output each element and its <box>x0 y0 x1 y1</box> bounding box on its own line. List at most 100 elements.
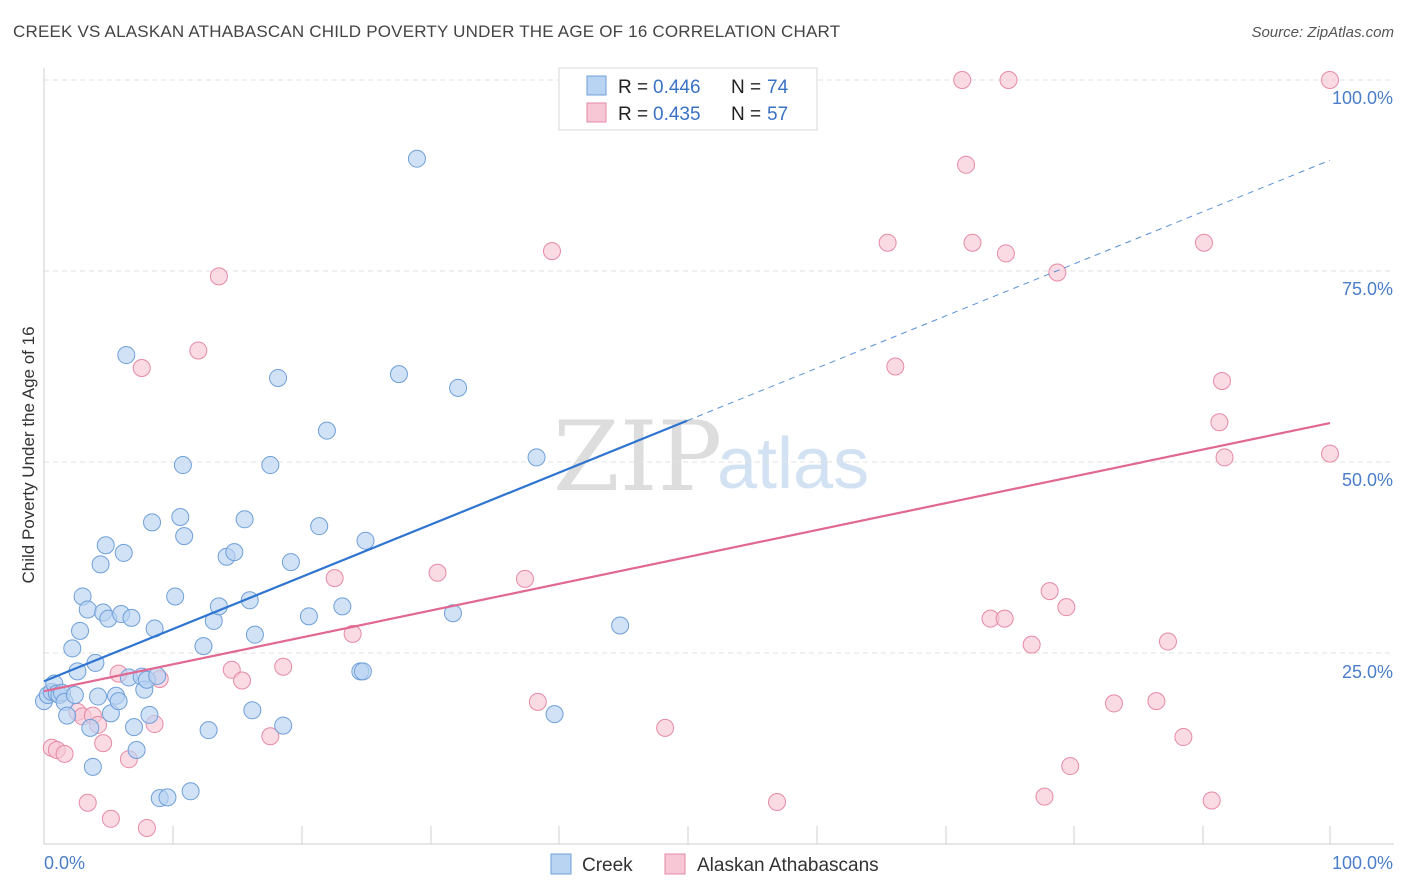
point-creek-70 <box>443 604 462 623</box>
legend-n-label-alaskan: N = <box>731 104 761 125</box>
point-alaskan-25 <box>515 569 534 588</box>
point-alaskan-55 <box>1321 444 1339 463</box>
source-credit: Source: ZipAtlas.com <box>1251 24 1394 41</box>
trend-line-alaskan <box>43 421 1331 693</box>
point-alaskan-17 <box>209 267 228 286</box>
point-creek-62 <box>310 517 329 536</box>
x-axis-ticks <box>172 826 1331 844</box>
point-alaskan-47 <box>1158 632 1177 651</box>
point-creek-69 <box>407 149 426 168</box>
point-alaskan-48 <box>1174 728 1193 747</box>
point-alaskan-21 <box>274 657 293 676</box>
point-alaskan-13 <box>137 818 156 837</box>
watermark-atlas: atlas <box>717 424 869 504</box>
point-creek-48 <box>199 721 218 740</box>
point-creek-36 <box>140 705 159 724</box>
point-creek-37 <box>143 513 162 532</box>
point-creek-39 <box>148 666 167 685</box>
legend-swatch-creek <box>586 75 607 96</box>
point-creek-9 <box>63 639 82 658</box>
point-alaskan-38 <box>999 71 1018 89</box>
point-alaskan-41 <box>1040 582 1059 601</box>
point-alaskan-5 <box>78 793 97 812</box>
point-alaskan-26 <box>528 692 547 711</box>
y-tick-label-100: 100.0% <box>1332 88 1393 108</box>
point-alaskan-8 <box>94 734 113 753</box>
point-creek-14 <box>78 600 97 619</box>
point-alaskan-22 <box>325 569 344 588</box>
legend-swatch-alaskan <box>586 102 607 123</box>
point-alaskan-45 <box>1104 694 1123 713</box>
point-creek-32 <box>127 741 146 760</box>
point-alaskan-39 <box>1022 635 1041 654</box>
point-creek-68 <box>389 365 408 384</box>
series-creek <box>35 149 630 808</box>
y-tick-label-25: 25.0% <box>1342 662 1393 682</box>
point-creek-71 <box>449 378 468 397</box>
point-creek-41 <box>158 788 177 807</box>
trend-line-creek <box>43 419 688 683</box>
point-alaskan-24 <box>428 563 447 582</box>
point-creek-16 <box>83 757 102 776</box>
point-creek-12 <box>71 621 90 640</box>
legend-r-label-alaskan: R = <box>618 104 648 125</box>
point-creek-74 <box>611 616 630 635</box>
point-alaskan-9 <box>101 809 120 828</box>
point-alaskan-50 <box>1202 791 1221 810</box>
legend-n-value-creek: 74 <box>767 77 789 98</box>
point-alaskan-19 <box>233 671 252 690</box>
point-creek-19 <box>91 555 110 574</box>
point-creek-25 <box>109 692 128 711</box>
point-alaskan-29 <box>768 792 787 811</box>
point-creek-58 <box>269 368 288 387</box>
point-alaskan-27 <box>542 242 561 261</box>
y-tick-label-50: 50.0% <box>1342 470 1393 490</box>
point-alaskan-23 <box>343 624 362 643</box>
point-creek-60 <box>281 553 300 572</box>
point-creek-45 <box>175 527 194 546</box>
point-creek-15 <box>81 718 100 737</box>
point-alaskan-54 <box>1321 71 1339 89</box>
bottom-legend-label-alaskan: Alaskan Athabascans <box>697 855 879 876</box>
point-alaskan-52 <box>1212 372 1231 391</box>
legend-n-label-creek: N = <box>731 77 761 98</box>
point-alaskan-42 <box>1048 263 1067 282</box>
point-alaskan-43 <box>1057 598 1076 617</box>
point-creek-73 <box>545 705 564 724</box>
point-alaskan-37 <box>996 244 1015 263</box>
point-creek-64 <box>333 597 352 616</box>
x-tick-label-max: 100.0% <box>1332 853 1393 873</box>
chart-title: CREEK VS ALASKAN ATHABASCAN CHILD POVERT… <box>13 22 841 41</box>
legend-n-value-alaskan: 57 <box>767 104 788 125</box>
legend-r-value-alaskan: 0.435 <box>653 104 701 125</box>
gridlines <box>44 79 1394 654</box>
point-alaskan-16 <box>189 341 208 360</box>
bottom-legend-swatch-alaskan <box>664 853 686 875</box>
bottom-legend: Creek Alaskan Athabascans <box>550 853 879 876</box>
point-creek-52 <box>225 543 244 562</box>
point-creek-44 <box>173 456 192 475</box>
point-creek-72 <box>527 448 546 467</box>
bottom-legend-swatch-creek <box>550 853 572 875</box>
bottom-legend-label-creek: Creek <box>582 855 633 876</box>
y-tick-label-75: 75.0% <box>1342 279 1393 299</box>
point-creek-43 <box>171 508 190 527</box>
point-alaskan-46 <box>1147 692 1166 711</box>
point-creek-59 <box>274 716 293 735</box>
series-alaskan-athabascans <box>42 71 1339 837</box>
point-alaskan-30 <box>878 233 897 252</box>
point-alaskan-40 <box>1035 787 1054 806</box>
y-axis-label: Child Poverty Under the Age of 16 <box>19 326 38 583</box>
trend-line-creek-extension <box>686 159 1331 422</box>
point-creek-18 <box>89 687 108 706</box>
point-alaskan-51 <box>1210 413 1229 432</box>
point-creek-56 <box>245 625 264 644</box>
point-alaskan-28 <box>656 718 675 737</box>
point-creek-47 <box>194 637 213 656</box>
point-creek-21 <box>96 536 115 555</box>
point-alaskan-2 <box>55 744 74 763</box>
point-alaskan-36 <box>995 609 1014 628</box>
point-creek-63 <box>317 421 336 440</box>
point-creek-66 <box>353 662 372 681</box>
